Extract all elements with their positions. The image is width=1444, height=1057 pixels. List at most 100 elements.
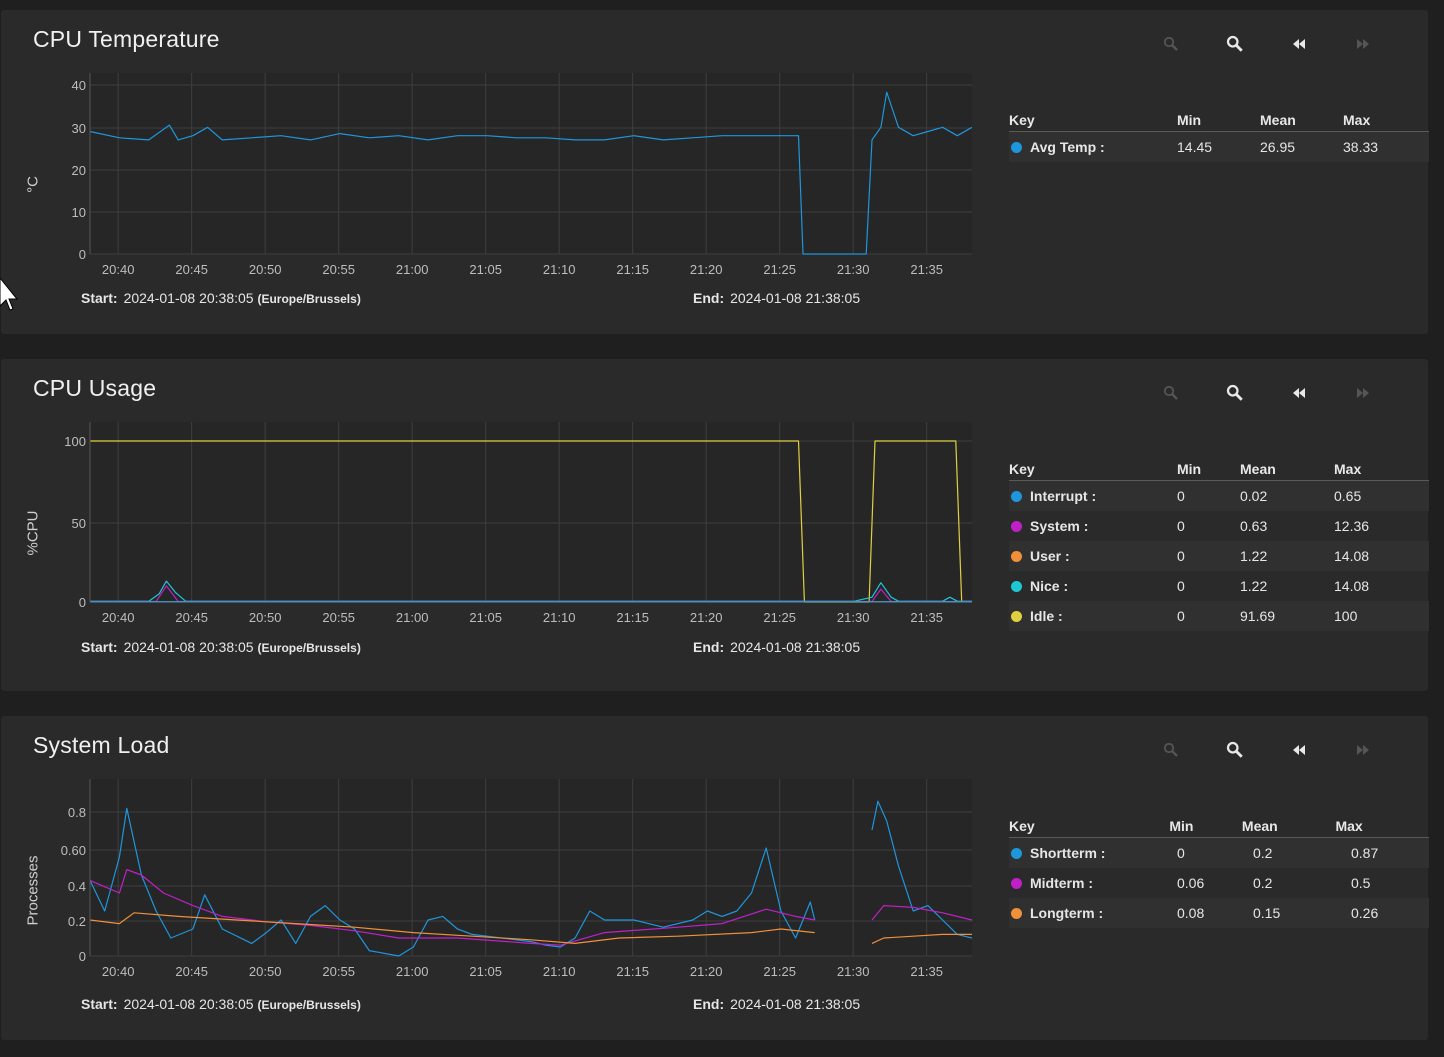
x-tick-label: 21:10 bbox=[543, 964, 576, 979]
x-tick-label: 21:25 bbox=[763, 262, 796, 277]
legend-min: 0 bbox=[1177, 578, 1185, 594]
legend-max: 0.65 bbox=[1334, 488, 1362, 504]
legend-max: 12.36 bbox=[1334, 518, 1370, 534]
start-range: Start: 2024-01-08 20:38:05 (Europe/Brusse… bbox=[81, 996, 361, 1012]
legend-header-cell: Min bbox=[1177, 461, 1202, 477]
legend-mean: 1.22 bbox=[1240, 578, 1268, 594]
cpu-temperature-chart[interactable]: 20:40 20:45 20:50 20:55 21:00 21:05 21:10 21:15… bbox=[1, 10, 1001, 290]
legend-max: 100 bbox=[1334, 608, 1358, 624]
legend-min: 0 bbox=[1177, 608, 1185, 624]
legend-table: Key Min Mean Max Shortterm : 0 0.2 0.87 Midterm … bbox=[1009, 812, 1429, 928]
legend-row[interactable]: Nice : 0 1.22 14.08 bbox=[1009, 571, 1429, 601]
y-tick-label: 0.8 bbox=[68, 805, 86, 820]
legend-min: 0 bbox=[1177, 548, 1185, 564]
x-tick-label: 20:55 bbox=[322, 964, 355, 979]
legend-min: 0.06 bbox=[1177, 875, 1205, 891]
legend-series-label: System : bbox=[1030, 518, 1089, 534]
legend-max: 0.87 bbox=[1351, 845, 1379, 861]
legend-min: 0 bbox=[1177, 518, 1185, 534]
legend-min: 0.08 bbox=[1177, 905, 1205, 921]
step-forward-icon[interactable] bbox=[1351, 738, 1375, 762]
y-tick-label: 50 bbox=[72, 516, 86, 531]
legend-max: 0.5 bbox=[1351, 875, 1371, 891]
x-tick-label: 21:10 bbox=[543, 262, 576, 277]
cpu-usage-panel: CPU Usage 20:40 20:45 20:50 20:55 21:00 21:05… bbox=[1, 359, 1429, 691]
legend-series-name: User : bbox=[1009, 548, 1177, 564]
legend-header-cell: Mean bbox=[1240, 461, 1276, 477]
end-range: End: 2024-01-08 21:38:05 bbox=[693, 639, 861, 655]
legend-series-label: Avg Temp : bbox=[1030, 139, 1105, 155]
legend-mean: 1.22 bbox=[1240, 548, 1268, 564]
x-tick-label: 20:40 bbox=[102, 964, 135, 979]
legend-color-dot bbox=[1011, 490, 1022, 502]
x-tick-label: 20:55 bbox=[322, 610, 355, 625]
legend-row[interactable]: Idle : 0 91.69 100 bbox=[1009, 601, 1429, 631]
step-forward-icon[interactable] bbox=[1351, 32, 1375, 56]
step-back-icon[interactable] bbox=[1287, 32, 1311, 56]
zoom-out-icon[interactable] bbox=[1159, 32, 1183, 56]
legend-row[interactable]: System : 0 0.63 12.36 bbox=[1009, 511, 1429, 541]
legend-rows: Interrupt : 0 0.02 0.65 System : 0 0.63 12.36 Us… bbox=[1009, 481, 1429, 631]
legend-color-dot bbox=[1011, 610, 1022, 622]
x-tick-label: 21:35 bbox=[910, 610, 943, 625]
x-tick-label: 21:10 bbox=[543, 610, 576, 625]
x-tick-label: 20:40 bbox=[102, 262, 135, 277]
panel-title: CPU Temperature bbox=[33, 26, 220, 52]
legend-series-name: Idle : bbox=[1009, 608, 1177, 624]
legend-color-dot bbox=[1011, 580, 1022, 592]
y-tick-label: 20 bbox=[72, 163, 86, 178]
legend-header-cell: Mean bbox=[1260, 112, 1296, 128]
legend-row[interactable]: Interrupt : 0 0.02 0.65 bbox=[1009, 481, 1429, 511]
y-tick-label: 0 bbox=[79, 595, 86, 610]
legend-series-label: Shortterm : bbox=[1030, 845, 1106, 861]
y-tick-label: 0 bbox=[79, 949, 86, 964]
legend-color-dot bbox=[1011, 907, 1022, 919]
legend-mean: 0.2 bbox=[1253, 875, 1273, 891]
x-tick-label: 21:30 bbox=[837, 262, 870, 277]
legend-header-cell: Key bbox=[1009, 112, 1035, 128]
y-axis-label: %CPU bbox=[24, 510, 42, 556]
zoom-in-icon[interactable] bbox=[1223, 381, 1247, 405]
legend-header: Key Min Mean Max bbox=[1009, 455, 1429, 481]
step-back-icon[interactable] bbox=[1287, 381, 1311, 405]
legend-color-dot bbox=[1011, 141, 1022, 153]
legend-series-name: System : bbox=[1009, 518, 1177, 534]
system-load-chart[interactable]: 20:40 20:45 20:50 20:55 21:00 21:05 21:10 21:15… bbox=[1, 716, 1001, 996]
x-tick-label: 21:00 bbox=[396, 610, 429, 625]
plot-area bbox=[90, 422, 972, 602]
start-range: Start: 2024-01-08 20:38:05 (Europe/Brusse… bbox=[81, 290, 361, 306]
x-tick-label: 20:45 bbox=[175, 964, 208, 979]
x-tick-label: 21:00 bbox=[396, 964, 429, 979]
x-tick-label: 20:50 bbox=[249, 610, 282, 625]
legend-row[interactable]: Avg Temp : 14.45 26.95 38.33 bbox=[1009, 132, 1429, 162]
legend-row[interactable]: Longterm : 0.08 0.15 0.26 bbox=[1009, 898, 1429, 928]
legend-row[interactable]: Midterm : 0.06 0.2 0.5 bbox=[1009, 868, 1429, 898]
legend-table: Key Min Mean Max Interrupt : 0 0.02 0.65 System … bbox=[1009, 455, 1429, 631]
legend-header-cell: Max bbox=[1335, 818, 1363, 834]
x-tick-label: 21:20 bbox=[690, 964, 723, 979]
legend-series-label: Idle : bbox=[1030, 608, 1063, 624]
step-back-icon[interactable] bbox=[1287, 738, 1311, 762]
series-line bbox=[871, 933, 972, 944]
panel-title: CPU Usage bbox=[33, 375, 157, 401]
cpu-usage-chart[interactable]: 20:40 20:45 20:50 20:55 21:00 21:05 21:10 21:15… bbox=[1, 359, 1001, 639]
legend-series-name: Avg Temp : bbox=[1009, 139, 1177, 155]
zoom-out-icon[interactable] bbox=[1159, 738, 1183, 762]
legend-header: Key Min Mean Max bbox=[1009, 812, 1429, 838]
legend-rows: Avg Temp : 14.45 26.95 38.33 bbox=[1009, 132, 1429, 162]
legend-header-cell: Key bbox=[1009, 461, 1035, 477]
series-line bbox=[89, 91, 973, 255]
legend-max: 38.33 bbox=[1343, 139, 1379, 155]
x-tick-label: 21:15 bbox=[616, 964, 649, 979]
x-tick-label: 21:35 bbox=[910, 964, 943, 979]
legend-row[interactable]: Shortterm : 0 0.2 0.87 bbox=[1009, 838, 1429, 868]
zoom-in-icon[interactable] bbox=[1223, 32, 1247, 56]
legend-mean: 0.15 bbox=[1253, 905, 1281, 921]
zoom-in-icon[interactable] bbox=[1223, 738, 1247, 762]
zoom-out-icon[interactable] bbox=[1159, 381, 1183, 405]
legend-color-dot bbox=[1011, 520, 1022, 532]
step-forward-icon[interactable] bbox=[1351, 381, 1375, 405]
x-tick-label: 21:05 bbox=[469, 262, 502, 277]
legend-mean: 0.2 bbox=[1253, 845, 1273, 861]
legend-row[interactable]: User : 0 1.22 14.08 bbox=[1009, 541, 1429, 571]
